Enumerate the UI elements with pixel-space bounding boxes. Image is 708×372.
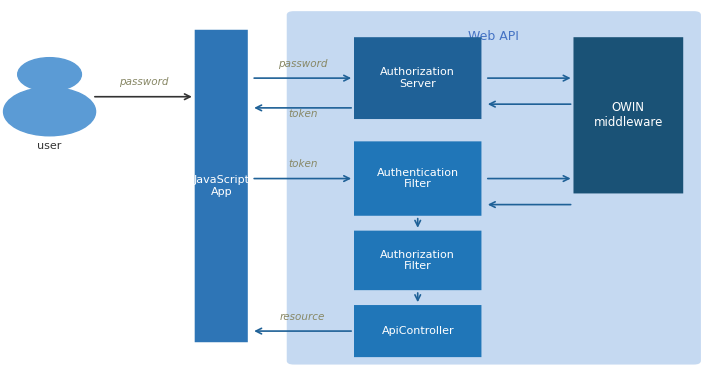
Text: ApiController: ApiController <box>382 326 454 336</box>
Text: Authorization
Filter: Authorization Filter <box>380 250 455 271</box>
Text: password: password <box>119 77 168 87</box>
Text: token: token <box>288 159 317 169</box>
FancyBboxPatch shape <box>354 37 481 119</box>
Ellipse shape <box>4 87 96 136</box>
Text: Authorization
Server: Authorization Server <box>380 67 455 89</box>
FancyBboxPatch shape <box>354 141 481 216</box>
Text: token: token <box>288 109 317 119</box>
Text: OWIN
middleware: OWIN middleware <box>594 101 663 129</box>
Text: Authentication
Filter: Authentication Filter <box>377 168 459 189</box>
FancyBboxPatch shape <box>354 231 481 290</box>
Text: password: password <box>278 59 327 69</box>
Text: resource: resource <box>280 312 326 322</box>
Text: Web API: Web API <box>469 30 519 43</box>
Text: user: user <box>38 141 62 151</box>
FancyBboxPatch shape <box>573 37 683 193</box>
Circle shape <box>18 58 81 91</box>
FancyBboxPatch shape <box>287 11 701 365</box>
FancyBboxPatch shape <box>354 305 481 357</box>
FancyBboxPatch shape <box>195 30 248 342</box>
Text: JavaScript
App: JavaScript App <box>193 175 249 197</box>
